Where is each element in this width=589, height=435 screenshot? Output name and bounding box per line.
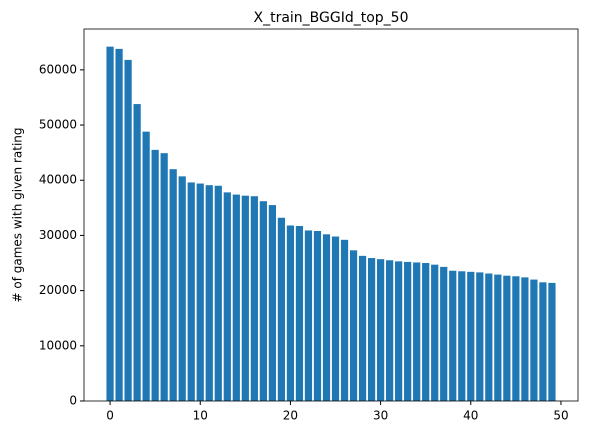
bar: [431, 264, 439, 401]
bar: [277, 217, 286, 401]
chart-title: X_train_BGGId_top_50: [253, 10, 408, 26]
bar: [259, 201, 267, 401]
bar: [106, 46, 114, 402]
x-tick-label: 0: [106, 409, 114, 423]
bar: [395, 261, 403, 401]
bar: [349, 250, 358, 401]
bar: [386, 260, 394, 401]
bar: [521, 277, 529, 401]
bar: [376, 259, 385, 401]
bar: [268, 205, 276, 401]
bar: [214, 185, 222, 401]
bar: [358, 255, 367, 401]
bar: [512, 276, 520, 401]
y-tick-label: 30000: [39, 228, 77, 242]
plot-frame: [83, 28, 579, 402]
bar: [413, 262, 421, 401]
bar: [250, 196, 258, 401]
bar: [241, 195, 249, 401]
bar: [313, 231, 322, 401]
bar: [124, 59, 132, 401]
y-tick-label: 60000: [39, 62, 77, 76]
bar: [539, 282, 547, 401]
bar: [485, 273, 493, 401]
y-tick-label: 40000: [39, 173, 77, 187]
bar: [476, 272, 484, 401]
bar: [151, 149, 159, 401]
bar: [367, 258, 376, 401]
bar: [422, 263, 430, 401]
x-tick-label: 20: [283, 409, 298, 423]
bar: [340, 239, 349, 401]
x-tick-label: 40: [463, 409, 478, 423]
y-axis-label: # of games with given rating: [11, 127, 25, 302]
bar: [196, 183, 204, 401]
bar: [548, 282, 556, 401]
bar: [286, 225, 295, 401]
bar: [440, 266, 448, 401]
y-tick-label: 0: [69, 394, 77, 408]
y-tick-label: 10000: [39, 338, 77, 352]
bar: [169, 169, 177, 401]
bar: [304, 230, 313, 401]
bar: [449, 270, 457, 401]
y-tick-label: 50000: [39, 118, 77, 132]
bar: [223, 192, 231, 401]
bar: [160, 153, 168, 401]
bar: [295, 226, 304, 401]
bar: [467, 271, 475, 401]
bar: [494, 274, 502, 401]
bar: [404, 261, 412, 401]
bar: [187, 182, 195, 401]
bar: [322, 234, 331, 401]
bar: [503, 275, 511, 401]
bar: [133, 104, 141, 401]
bar: [205, 185, 213, 401]
y-tick-label: 20000: [39, 283, 77, 297]
x-tick-label: 30: [373, 409, 388, 423]
bar: [458, 271, 466, 401]
bar: [331, 236, 340, 401]
bar: [232, 194, 240, 401]
bar: [178, 176, 186, 401]
x-tick-label: 50: [553, 409, 568, 423]
bar: [142, 131, 150, 401]
bar: [530, 279, 538, 401]
bar: [115, 48, 123, 401]
x-tick-label: 10: [193, 409, 208, 423]
